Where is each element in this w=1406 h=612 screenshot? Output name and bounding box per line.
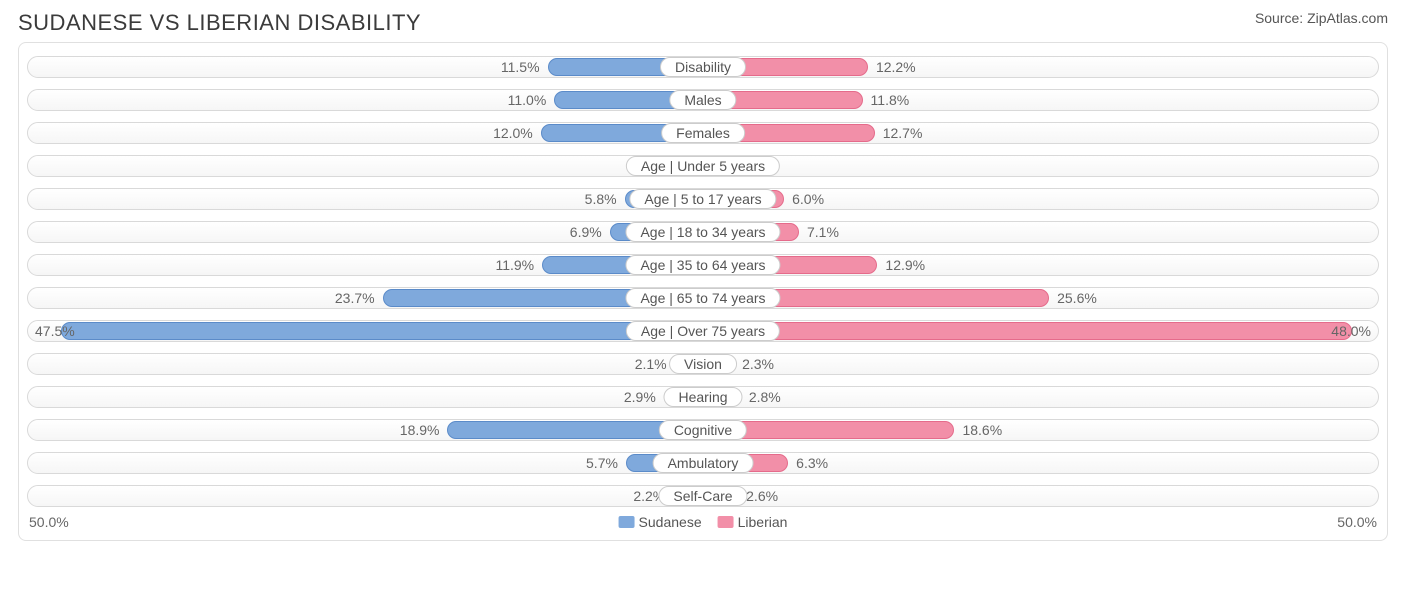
- category-label: Age | Under 5 years: [626, 156, 780, 176]
- right-value-label: 11.8%: [871, 92, 910, 108]
- legend: Sudanese Liberian: [619, 514, 788, 530]
- chart-container: SUDANESE VS LIBERIAN DISABILITY Source: …: [0, 0, 1406, 545]
- left-half: 23.7%: [27, 289, 703, 307]
- legend-swatch: [718, 516, 734, 528]
- left-value-label: 5.8%: [585, 191, 617, 207]
- right-value-label: 7.1%: [807, 224, 839, 240]
- right-half: 18.6%: [703, 421, 1379, 439]
- bar-row: 47.5% 48.0% Age | Over 75 years: [27, 316, 1379, 346]
- left-value-label: 11.5%: [501, 59, 540, 75]
- left-half: 18.9%: [27, 421, 703, 439]
- legend-swatch: [619, 516, 635, 528]
- chart-source: Source: ZipAtlas.com: [1255, 10, 1388, 26]
- category-label: Cognitive: [659, 420, 747, 440]
- bar-row: 2.1% 2.3% Vision: [27, 349, 1379, 379]
- diverging-bar-chart: 11.5% 12.2% Disability 11.0% 11.8% Males 12.0%…: [18, 42, 1388, 541]
- legend-item: Sudanese: [619, 514, 702, 530]
- left-half: 1.1%: [27, 157, 703, 175]
- left-value-label: 6.9%: [570, 224, 602, 240]
- left-value-label: 23.7%: [335, 290, 375, 306]
- right-value-label: 2.8%: [749, 389, 781, 405]
- left-bar: [61, 322, 703, 340]
- left-half: 6.9%: [27, 223, 703, 241]
- left-value-label: 11.9%: [495, 257, 534, 273]
- right-value-label: 6.3%: [796, 455, 828, 471]
- left-value-label: 18.9%: [400, 422, 440, 438]
- left-half: 11.0%: [27, 91, 703, 109]
- bar-row: 5.8% 6.0% Age | 5 to 17 years: [27, 184, 1379, 214]
- right-value-label: 12.7%: [883, 125, 923, 141]
- right-half: 12.2%: [703, 58, 1379, 76]
- category-label: Age | 65 to 74 years: [625, 288, 780, 308]
- category-label: Age | 18 to 34 years: [625, 222, 780, 242]
- category-label: Disability: [660, 57, 746, 77]
- right-half: 6.3%: [703, 454, 1379, 472]
- right-half: 11.8%: [703, 91, 1379, 109]
- bar-row: 11.9% 12.9% Age | 35 to 64 years: [27, 250, 1379, 280]
- right-bar: [703, 322, 1352, 340]
- right-half: 12.7%: [703, 124, 1379, 142]
- left-half: 11.9%: [27, 256, 703, 274]
- right-value-label: 25.6%: [1057, 290, 1097, 306]
- category-label: Age | Over 75 years: [626, 321, 780, 341]
- bar-row: 11.5% 12.2% Disability: [27, 52, 1379, 82]
- bar-row: 12.0% 12.7% Females: [27, 118, 1379, 148]
- bar-row: 2.2% 2.6%Self-Care: [27, 481, 1379, 511]
- right-half: 2.3%: [703, 355, 1379, 373]
- chart-title: SUDANESE VS LIBERIAN DISABILITY: [18, 10, 421, 36]
- bar-row: 11.0% 11.8% Males: [27, 85, 1379, 115]
- category-label: Vision: [669, 354, 737, 374]
- right-half: 48.0%: [703, 322, 1379, 340]
- right-value-label: 12.2%: [876, 59, 916, 75]
- category-label: Hearing: [663, 387, 742, 407]
- left-half: 5.7%: [27, 454, 703, 472]
- right-value-label: 6.0%: [792, 191, 824, 207]
- category-label: Females: [661, 123, 745, 143]
- bar-row: 1.1%1.3%Age | Under 5 years: [27, 151, 1379, 181]
- category-label: Ambulatory: [653, 453, 754, 473]
- left-half: 2.1%: [27, 355, 703, 373]
- axis-left-label: 50.0%: [29, 514, 69, 530]
- right-value-label: 2.3%: [742, 356, 774, 372]
- left-half: 2.2%: [27, 487, 703, 505]
- left-half: 5.8%: [27, 190, 703, 208]
- right-half: 25.6%: [703, 289, 1379, 307]
- legend-item: Liberian: [718, 514, 788, 530]
- header: SUDANESE VS LIBERIAN DISABILITY Source: …: [18, 10, 1388, 36]
- left-half: 47.5%: [27, 322, 703, 340]
- right-value-label: 2.6%: [746, 488, 778, 504]
- left-value-label: 12.0%: [493, 125, 533, 141]
- left-value-label: 2.1%: [635, 356, 667, 372]
- right-value-label: 18.6%: [962, 422, 1002, 438]
- right-half: 12.9%: [703, 256, 1379, 274]
- category-label: Age | 5 to 17 years: [629, 189, 776, 209]
- category-label: Self-Care: [658, 486, 747, 506]
- bar-row: 23.7% 25.6% Age | 65 to 74 years: [27, 283, 1379, 313]
- left-value-label: 11.0%: [508, 92, 547, 108]
- bar-row: 5.7% 6.3% Ambulatory: [27, 448, 1379, 478]
- left-half: 12.0%: [27, 124, 703, 142]
- left-value-label: 5.7%: [586, 455, 618, 471]
- left-half: 11.5%: [27, 58, 703, 76]
- legend-label: Liberian: [738, 514, 788, 530]
- right-half: 6.0%: [703, 190, 1379, 208]
- category-label: Age | 35 to 64 years: [625, 255, 780, 275]
- bar-row: 6.9% 7.1% Age | 18 to 34 years: [27, 217, 1379, 247]
- chart-footer: 50.0% 50.0% Sudanese Liberian: [27, 514, 1379, 538]
- right-value-label: 12.9%: [885, 257, 925, 273]
- category-label: Males: [669, 90, 736, 110]
- axis-right-label: 50.0%: [1337, 514, 1377, 530]
- legend-label: Sudanese: [639, 514, 702, 530]
- bar-row: 2.9% 2.8% Hearing: [27, 382, 1379, 412]
- left-value-label: 2.9%: [624, 389, 656, 405]
- right-half: 1.3%: [703, 157, 1379, 175]
- bar-row: 18.9% 18.6% Cognitive: [27, 415, 1379, 445]
- right-half: 2.6%: [703, 487, 1379, 505]
- right-half: 2.8%: [703, 388, 1379, 406]
- left-value-label: 47.5%: [35, 323, 75, 339]
- right-value-label: 48.0%: [1331, 323, 1371, 339]
- right-half: 7.1%: [703, 223, 1379, 241]
- left-half: 2.9%: [27, 388, 703, 406]
